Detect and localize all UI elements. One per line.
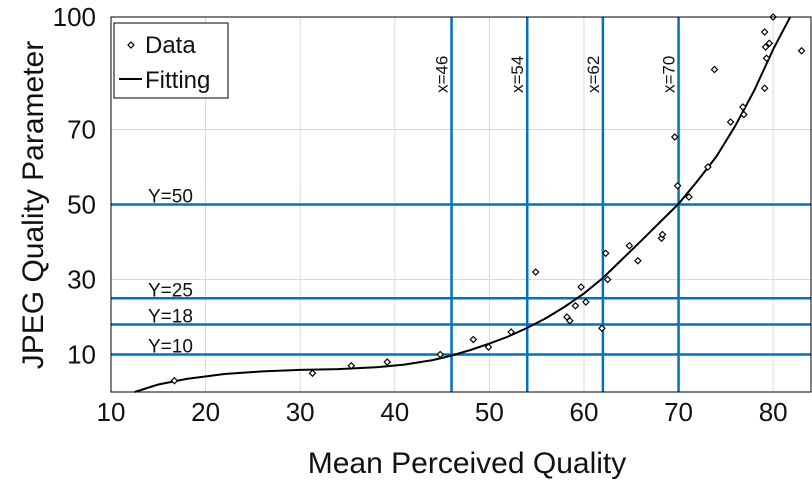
x-tick-label: 70 <box>664 397 693 427</box>
data-point <box>603 275 612 284</box>
data-point <box>726 118 735 126</box>
data-point <box>347 361 356 370</box>
y-tick-label: 100 <box>53 2 96 32</box>
data-point <box>634 256 642 265</box>
data-point <box>484 343 493 351</box>
data-point <box>577 283 585 291</box>
data-point <box>565 316 574 325</box>
x-axis-label: Mean Perceived Quality <box>308 447 627 480</box>
legend-fitting-label: Fitting <box>145 67 210 94</box>
data-point <box>797 46 806 55</box>
horizontal-reference-label: Y=10 <box>148 337 193 358</box>
data-point <box>670 133 679 141</box>
x-tick-label: 20 <box>191 397 220 427</box>
legend-data-marker <box>127 41 135 49</box>
data-point <box>704 163 712 171</box>
data-point <box>762 54 771 63</box>
data-point <box>760 84 769 93</box>
data-point <box>507 328 515 336</box>
data-point <box>765 39 774 48</box>
data-point <box>685 193 693 201</box>
data-point <box>571 301 580 310</box>
y-tick-label: 30 <box>67 265 96 295</box>
data-point <box>601 249 610 258</box>
legend-box <box>113 22 229 99</box>
horizontal-reference-label: Y=18 <box>148 307 193 328</box>
x-tick-label: 60 <box>570 397 599 427</box>
horizontal-reference-label: Y=25 <box>148 280 193 301</box>
y-tick-label: 70 <box>67 115 96 145</box>
data-point <box>673 181 682 190</box>
y-tick-labels: 10 30 50 70 100 <box>53 2 96 370</box>
x-tick-label: 80 <box>759 397 788 427</box>
fit-layer <box>134 16 792 393</box>
legend: Data Fitting <box>113 22 229 99</box>
data-point <box>760 28 769 36</box>
x-tick-label: 50 <box>475 397 504 427</box>
horizontal-reference-label: Y=50 <box>148 187 193 208</box>
data-point <box>739 110 748 119</box>
data-point <box>625 241 634 250</box>
data-point <box>436 350 445 359</box>
x-tick-labels: 10 20 30 40 50 60 70 80 <box>97 397 788 427</box>
y-tick-label: 10 <box>67 340 96 370</box>
reference-lines-layer: x=46 x=54 x=62 x=70 Y=50 Y=25 Y=18 Y=10 <box>111 17 811 392</box>
data-point <box>308 369 317 378</box>
x-tick-label: 30 <box>286 397 315 427</box>
vertical-reference-label: x=62 <box>584 56 603 93</box>
data-point <box>710 65 719 74</box>
data-point <box>170 376 179 385</box>
plot-frame <box>110 16 812 393</box>
vertical-reference-label: x=46 <box>433 56 452 93</box>
y-tick-label: 50 <box>67 190 96 220</box>
data-point <box>383 358 392 366</box>
data-point <box>761 43 770 51</box>
x-tick-label: 40 <box>380 397 409 427</box>
data-point <box>598 324 606 333</box>
data-point <box>739 103 747 111</box>
vertical-reference-label: x=54 <box>508 56 527 93</box>
legend-data-label: Data <box>145 32 196 59</box>
data-point <box>531 268 540 276</box>
fitting-curve <box>134 16 792 393</box>
x-tick-label: 10 <box>97 397 126 427</box>
vertical-reference-label: x=70 <box>660 56 679 93</box>
data-point <box>469 335 478 344</box>
y-axis-label: JPEG Quality Parameter <box>17 41 50 369</box>
data-point <box>658 230 667 239</box>
points-layer <box>170 13 806 385</box>
data-point <box>582 298 590 306</box>
